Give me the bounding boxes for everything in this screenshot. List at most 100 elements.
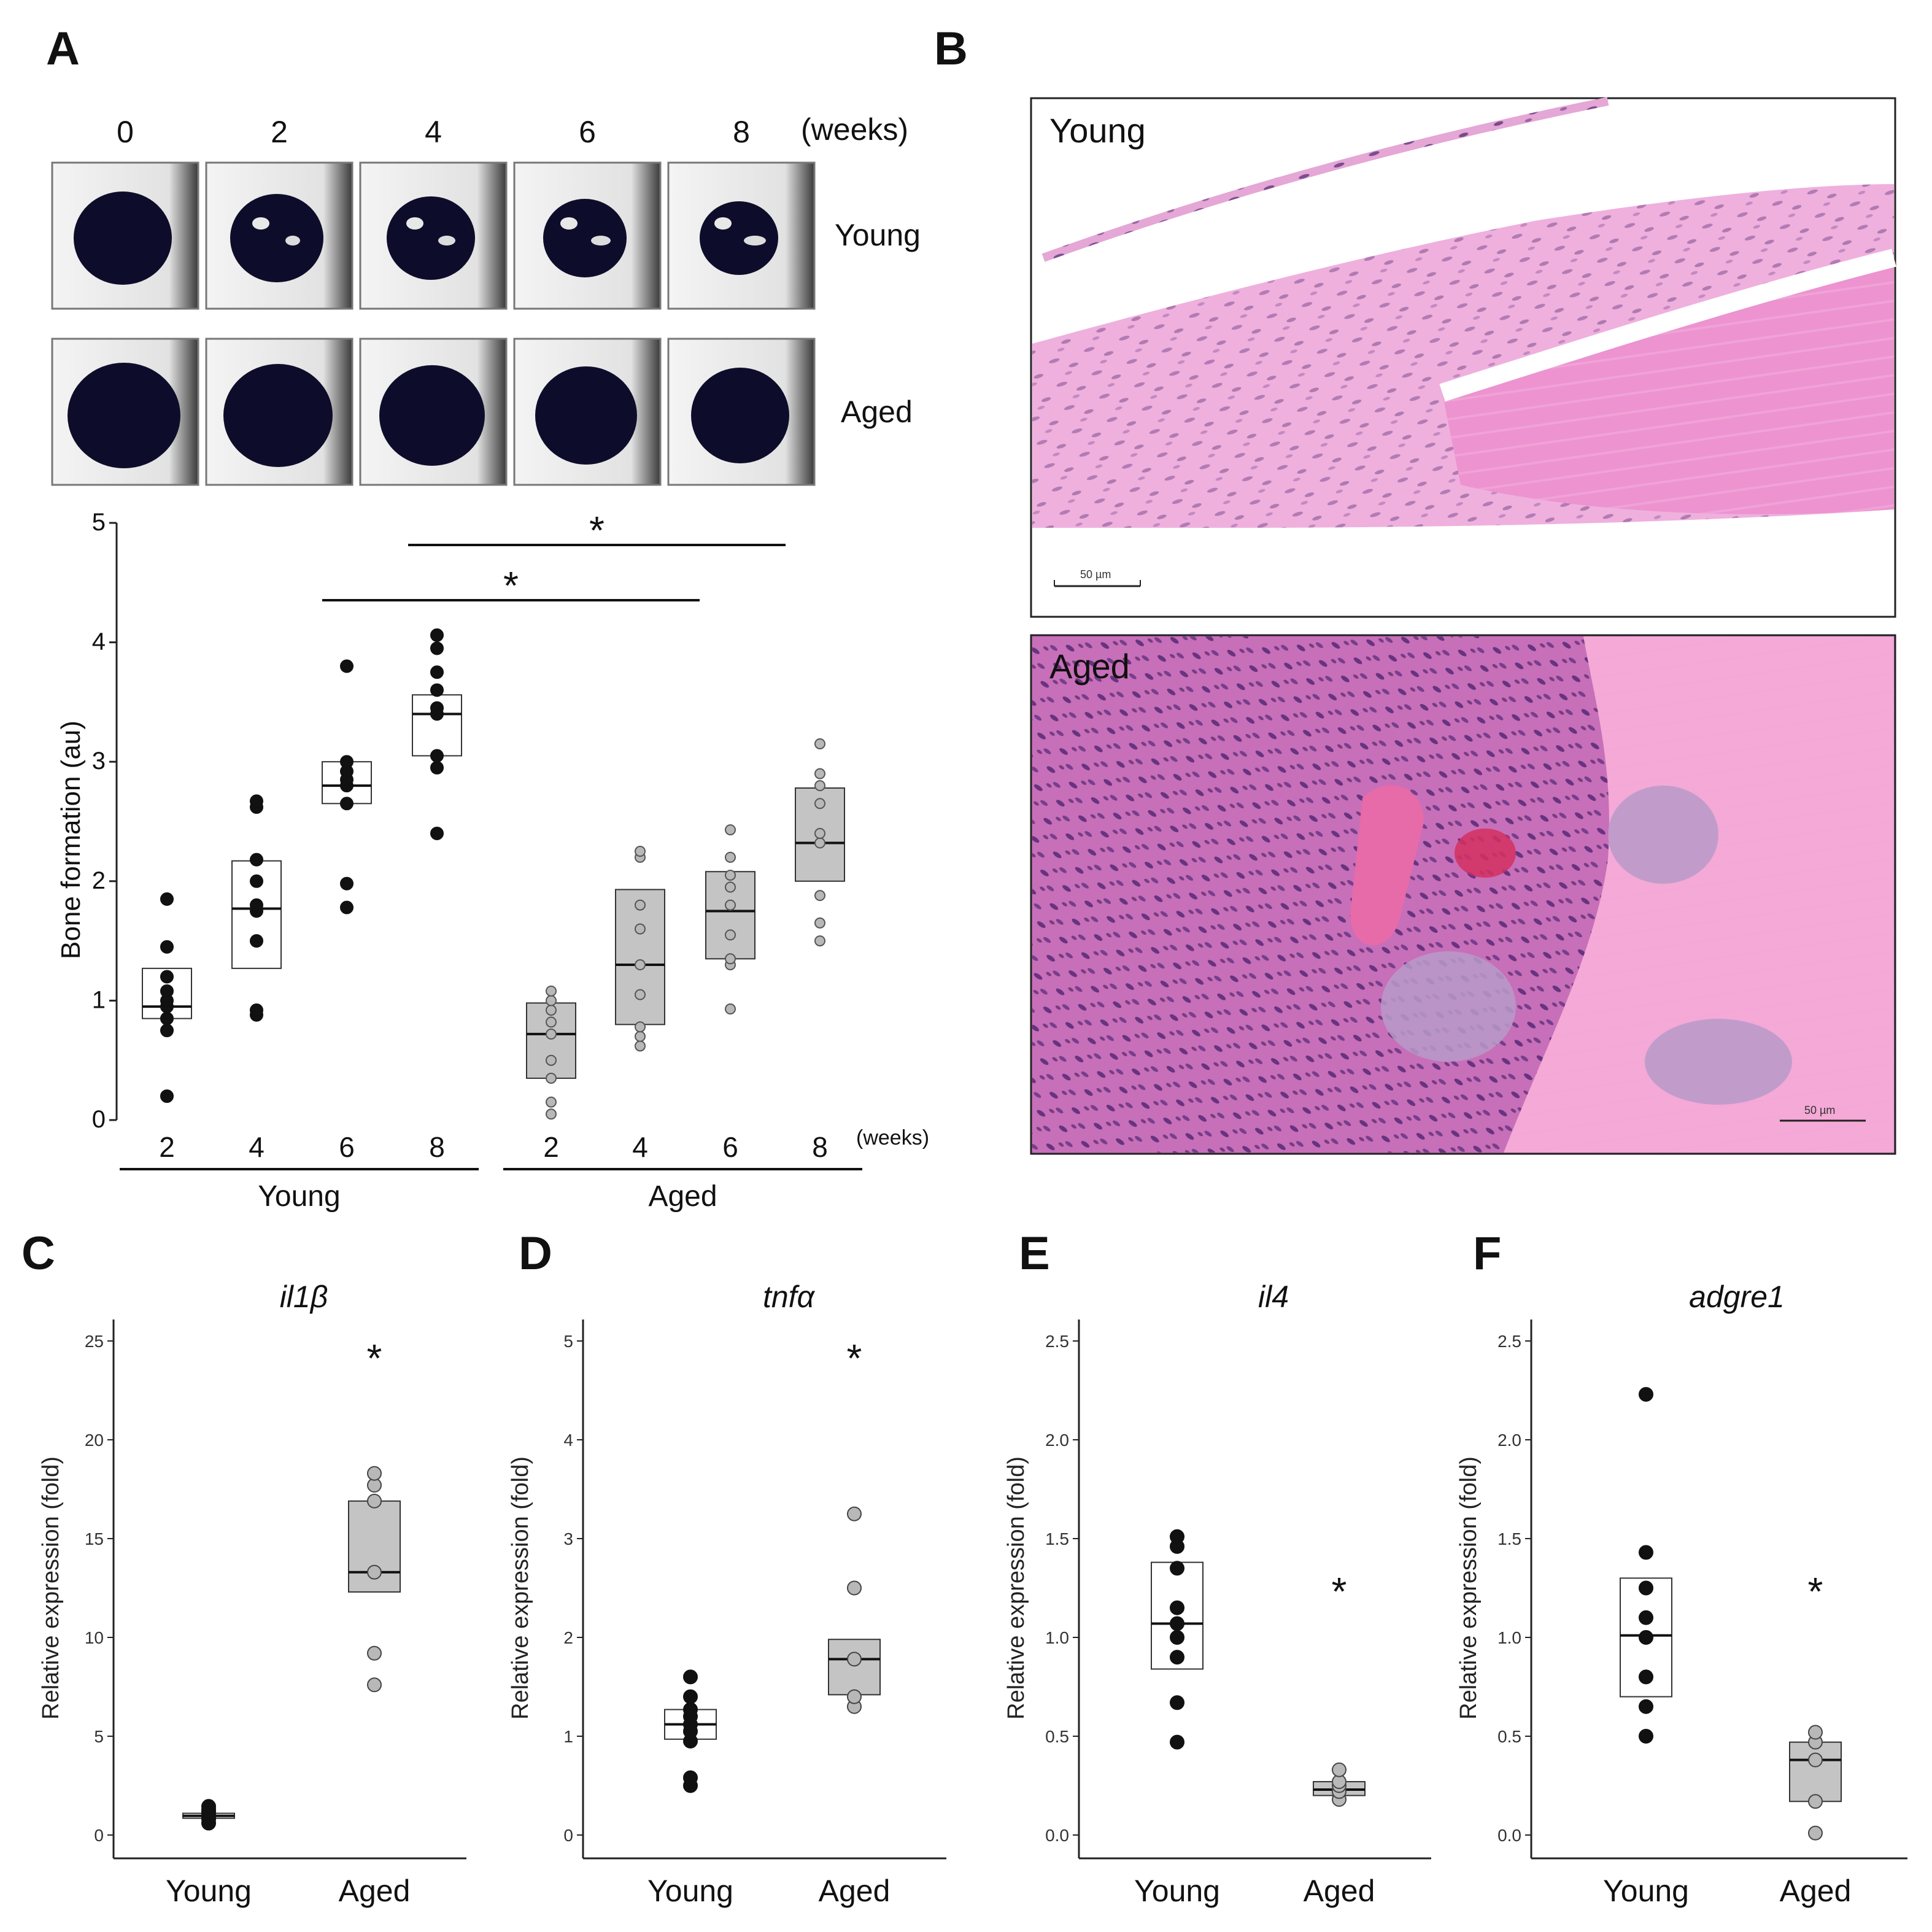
y-tick-label: 1.5 (1045, 1529, 1069, 1548)
y-axis-title: Relative expression (fold) (38, 1456, 64, 1720)
data-point (1170, 1561, 1184, 1576)
data-point (725, 899, 736, 911)
x-tick-label: 8 (812, 1131, 828, 1163)
y-axis-title: Relative expression (fold) (1003, 1456, 1029, 1720)
box-group (1313, 1762, 1366, 1807)
data-point (725, 953, 736, 965)
y-tick-label: 15 (85, 1529, 104, 1548)
data-point (160, 892, 174, 906)
data-point (847, 1506, 862, 1521)
data-point (367, 1493, 382, 1509)
panel-letter-b: B (934, 23, 968, 75)
y-tick-label: 0.5 (1497, 1727, 1521, 1746)
ct-timepoint-label: 2 (271, 115, 288, 149)
significance-star: * (847, 1336, 862, 1380)
y-tick-label: 4 (92, 628, 106, 655)
x-tick-label: Aged (339, 1874, 411, 1908)
histology-young-label: Young (1049, 111, 1146, 150)
group-label: Aged (648, 1180, 717, 1213)
defect-hole (387, 196, 475, 280)
data-point (1170, 1650, 1184, 1665)
data-point (635, 899, 646, 911)
data-point (725, 881, 736, 893)
box-group (664, 1669, 717, 1793)
x-tick-label: 4 (249, 1131, 265, 1163)
y-tick-label: 3 (563, 1529, 573, 1548)
y-tick-label: 0.0 (1497, 1826, 1521, 1845)
data-point (683, 1669, 698, 1685)
data-point (1170, 1734, 1184, 1750)
x-tick-label: 4 (632, 1131, 648, 1163)
data-point (367, 1564, 382, 1580)
y-tick-label: 4 (563, 1431, 573, 1450)
data-point (725, 870, 736, 881)
data-point (814, 780, 825, 792)
y-axis-title: Bone formation (au) (56, 721, 86, 959)
data-point (430, 683, 444, 697)
data-point (814, 738, 825, 750)
data-point (847, 1652, 862, 1667)
ct-timepoint-label: 6 (579, 115, 596, 149)
data-point (635, 1030, 646, 1042)
y-tick-label: 1.5 (1497, 1529, 1521, 1548)
x-tick-label: 2 (159, 1131, 175, 1163)
significance-star: * (1332, 1569, 1347, 1613)
data-point (250, 794, 263, 808)
x-tick-label: Aged (1780, 1874, 1852, 1908)
box-group (615, 846, 665, 1052)
data-point (546, 1028, 557, 1040)
y-tick-label: 2.0 (1497, 1431, 1521, 1450)
data-point (635, 923, 646, 935)
y-tick-label: 2 (92, 867, 106, 894)
significance-star: * (367, 1336, 382, 1380)
panel-letter-c: C (21, 1227, 55, 1280)
micro-ct-image-grid: 0 2 4 6 8 (51, 115, 816, 486)
ct-image-young (513, 161, 662, 310)
ct-image-aged (205, 338, 354, 486)
data-point (546, 995, 557, 1007)
y-tick-label: 5 (94, 1727, 104, 1746)
chart-title: adgre1 (1689, 1280, 1785, 1314)
defect-hole (543, 199, 627, 277)
defect-hole (535, 366, 637, 465)
data-point (250, 852, 263, 867)
significance-star: * (503, 563, 519, 608)
data-point (250, 934, 263, 948)
data-point (1170, 1695, 1184, 1710)
y-tick-label: 2.5 (1497, 1332, 1521, 1351)
box-group (1789, 1725, 1842, 1841)
data-point (725, 851, 736, 863)
data-point (340, 900, 354, 914)
ct-image-aged (667, 338, 816, 486)
box-group (795, 738, 845, 947)
x-tick-label: Young (647, 1874, 733, 1908)
ct-image-young (51, 161, 199, 310)
data-point (1639, 1699, 1653, 1714)
data-point (430, 749, 444, 763)
histology-aged: Aged 50 µm (1030, 634, 1896, 1155)
box-group (828, 1506, 881, 1714)
chart-title: il4 (1258, 1280, 1289, 1314)
ct-image-aged (51, 338, 199, 486)
ct-unit-label: (weeks) (801, 112, 908, 147)
data-point (340, 755, 354, 769)
y-tick-label: 10 (85, 1628, 104, 1647)
defect-hole (74, 191, 172, 285)
defect-hole (223, 364, 333, 467)
data-point (635, 1021, 646, 1033)
data-point (367, 1677, 382, 1693)
box-group (1620, 1386, 1672, 1744)
data-point (250, 874, 263, 888)
panel-letter-e: E (1019, 1227, 1050, 1280)
data-point (683, 1770, 698, 1785)
x-tick-label: Young (166, 1874, 252, 1908)
chart-title: il1β (280, 1280, 328, 1314)
x-tick-label: Aged (819, 1874, 891, 1908)
ct-timepoint-label: 4 (425, 115, 442, 149)
defect-hole (68, 363, 180, 468)
data-point (160, 1011, 174, 1026)
x-tick-label: Aged (1304, 1874, 1375, 1908)
data-point (430, 826, 444, 840)
ct-timepoint-label: 8 (733, 115, 750, 149)
